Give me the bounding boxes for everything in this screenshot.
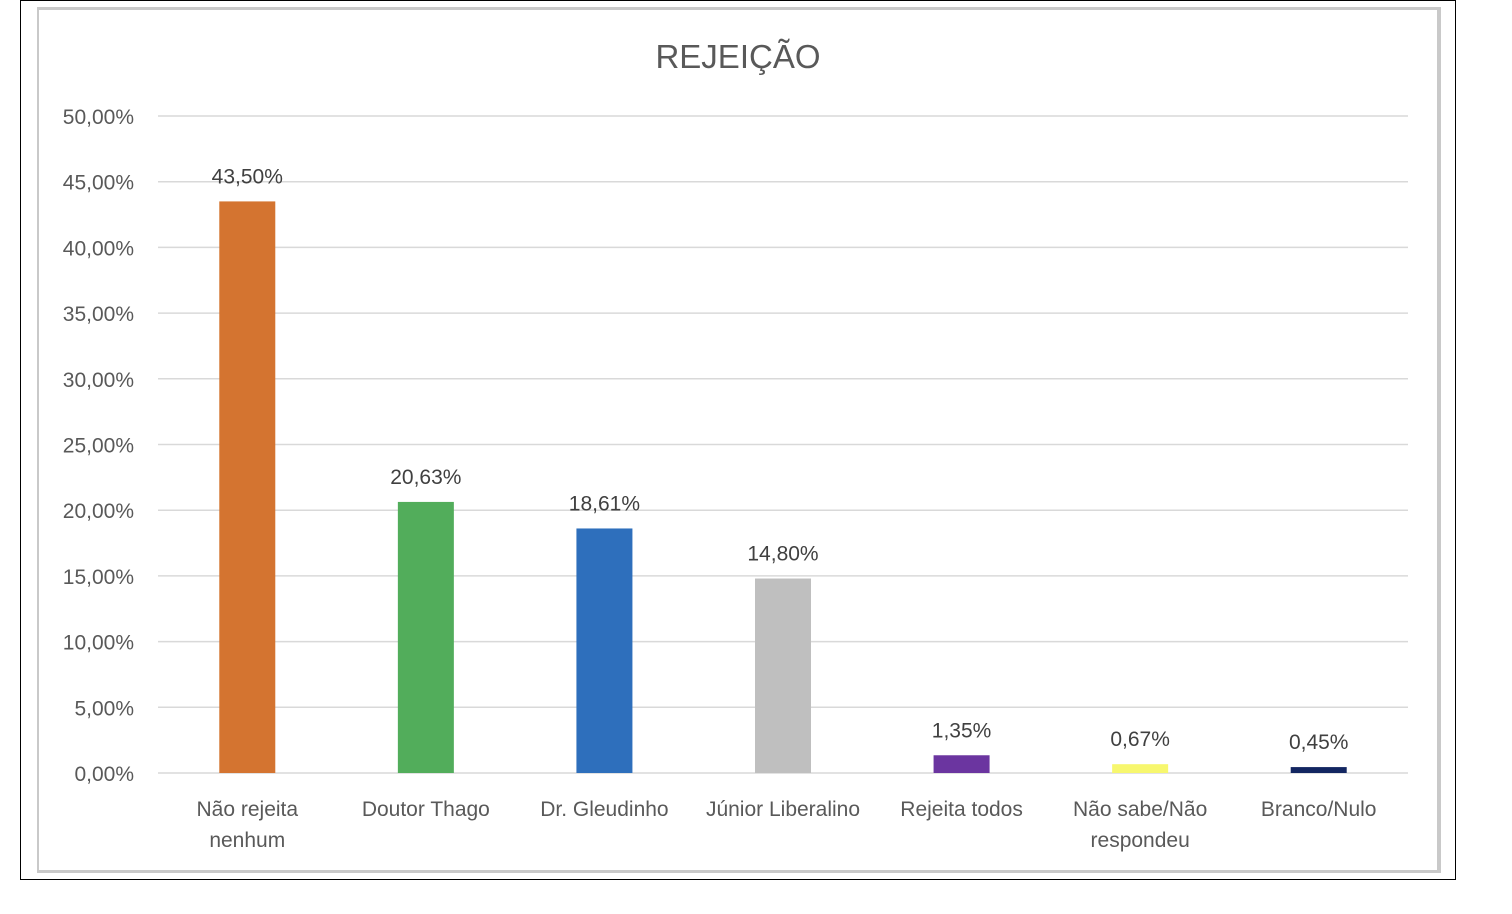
x-tick-label: respondeu bbox=[1091, 829, 1190, 852]
x-tick-label: Júnior Liberalino bbox=[706, 798, 860, 821]
x-tick-label: Dr. Gleudinho bbox=[540, 798, 668, 821]
y-tick-label: 25,00% bbox=[63, 435, 134, 458]
y-tick-label: 0,00% bbox=[74, 763, 134, 786]
data-label: 0,45% bbox=[1289, 731, 1349, 754]
grid-lines bbox=[158, 115, 1408, 774]
bar bbox=[933, 755, 990, 773]
x-tick-label: Não sabe/Não bbox=[1073, 798, 1207, 821]
y-axis-tick-labels: 0,00% 5,00% 10,00% 15,00% 20,00% 25,00% 30,00%… bbox=[63, 106, 134, 786]
data-label: 0,67% bbox=[1110, 728, 1170, 751]
x-tick-label: Branco/Nulo bbox=[1261, 798, 1377, 821]
bars bbox=[219, 201, 1347, 773]
chart-title: REJEIÇÃO bbox=[655, 38, 820, 75]
bar bbox=[1112, 764, 1169, 773]
bar bbox=[576, 528, 633, 773]
data-label: 20,63% bbox=[390, 466, 461, 489]
y-tick-label: 40,00% bbox=[63, 237, 134, 260]
x-tick-label: Rejeita todos bbox=[900, 798, 1023, 821]
bar bbox=[219, 201, 276, 773]
data-label: 14,80% bbox=[747, 543, 818, 566]
y-tick-label: 50,00% bbox=[63, 106, 134, 129]
x-axis-category-labels: Não rejeita nenhum Doutor Thago Dr. Gleudin… bbox=[197, 798, 1377, 852]
x-tick-label: nenhum bbox=[209, 829, 285, 852]
y-tick-label: 35,00% bbox=[63, 303, 134, 326]
y-tick-label: 20,00% bbox=[63, 500, 134, 523]
y-tick-label: 10,00% bbox=[63, 632, 134, 655]
data-label: 18,61% bbox=[569, 492, 640, 515]
bar bbox=[1290, 767, 1347, 773]
data-label: 1,35% bbox=[932, 719, 992, 742]
bar bbox=[755, 578, 811, 773]
value-labels: 43,50% 20,63% 18,61% 14,80% 1,35% 0,67% 0,45% bbox=[212, 165, 1349, 754]
chart-inner-frame bbox=[37, 7, 1441, 873]
x-tick-label: Não rejeita bbox=[197, 798, 299, 821]
data-label: 43,50% bbox=[212, 165, 283, 188]
y-tick-label: 5,00% bbox=[74, 697, 134, 720]
x-tick-label: Doutor Thago bbox=[362, 798, 490, 821]
y-tick-label: 30,00% bbox=[63, 369, 134, 392]
y-tick-label: 15,00% bbox=[63, 566, 134, 589]
y-tick-label: 45,00% bbox=[63, 172, 134, 195]
bar bbox=[397, 501, 454, 773]
